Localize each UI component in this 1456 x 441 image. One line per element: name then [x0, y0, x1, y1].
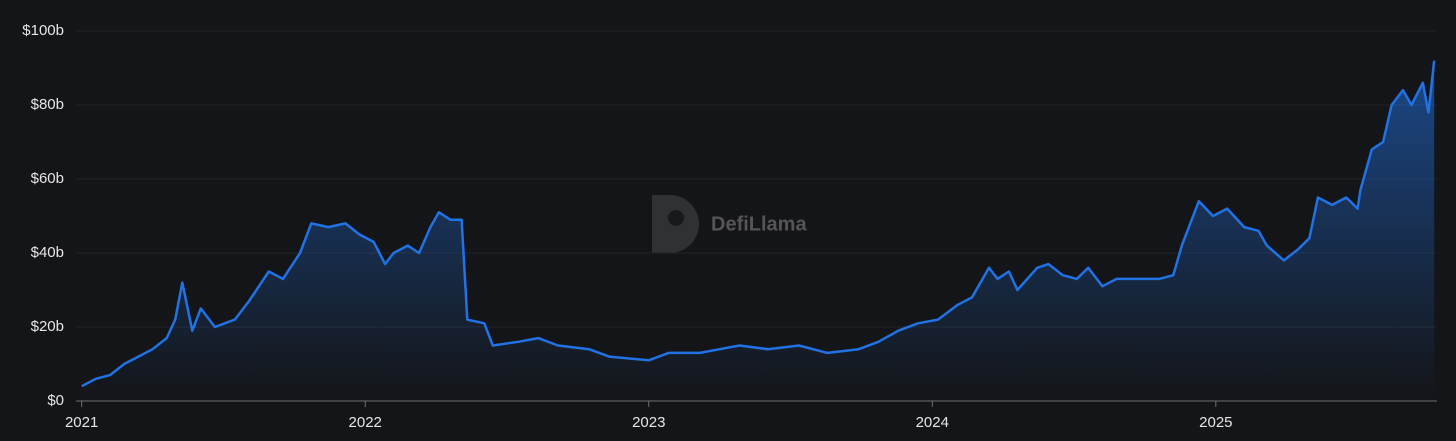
watermark-logo: [652, 195, 699, 253]
x-tick-label: 2021: [65, 414, 98, 431]
y-tick-label: $80b: [31, 96, 64, 113]
line: [81, 60, 1436, 388]
y-tick-label: $60b: [31, 170, 64, 187]
x-tick-label: 2024: [916, 414, 949, 431]
x-tick-label: 2023: [632, 414, 665, 431]
y-tick-label: $100b: [22, 22, 64, 39]
watermark: DefiLlama: [711, 213, 807, 235]
x-tick-label: 2022: [349, 414, 382, 431]
y-tick-label: $20b: [31, 318, 64, 335]
y-tick-label: $0: [47, 392, 64, 409]
y-tick-label: $40b: [31, 244, 64, 261]
x-tick-label: 2025: [1199, 414, 1232, 431]
area-fill: [81, 60, 1435, 401]
